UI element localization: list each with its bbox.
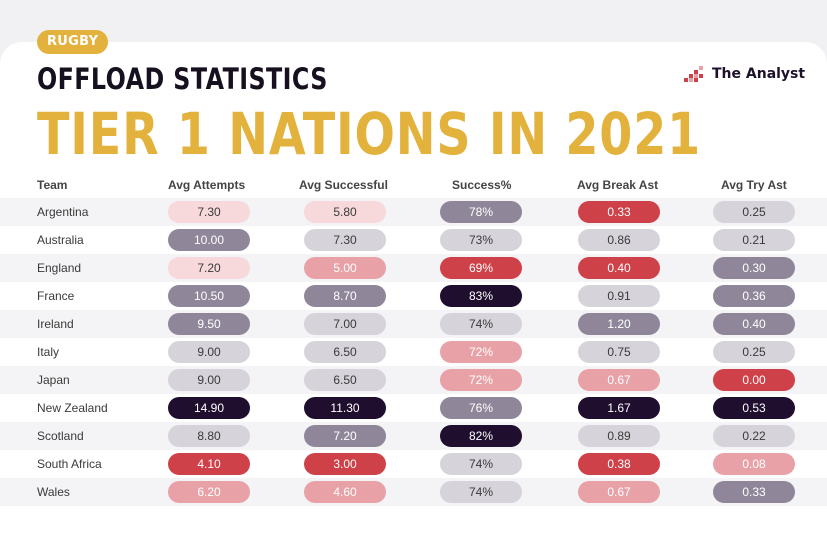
column-header-avg-successful: Avg Successful	[299, 178, 388, 192]
stat-pill-avg-attempts: 4.10	[168, 453, 250, 475]
stat-pill-avg-successful: 7.00	[304, 313, 386, 335]
stat-pill-avg-successful: 5.80	[304, 201, 386, 223]
stat-pill-avg-successful: 6.50	[304, 369, 386, 391]
stat-pill-success-pct: 78%	[440, 201, 522, 223]
team-name: Italy	[37, 345, 60, 359]
stat-pill-avg-try-ast: 0.33	[713, 481, 795, 503]
stat-pill-avg-try-ast: 0.21	[713, 229, 795, 251]
stat-pill-avg-successful: 6.50	[304, 341, 386, 363]
stat-pill-avg-attempts: 9.50	[168, 313, 250, 335]
stat-pill-avg-try-ast: 0.00	[713, 369, 795, 391]
stat-pill-avg-break-ast: 1.20	[578, 313, 660, 335]
stat-pill-success-pct: 76%	[440, 397, 522, 419]
table-row: France 10.50 8.70 83% 0.91 0.36	[0, 282, 827, 310]
stat-pill-avg-successful: 11.30	[304, 397, 386, 419]
column-header-avg-attempts: Avg Attempts	[168, 178, 246, 192]
stat-pill-avg-successful: 4.60	[304, 481, 386, 503]
team-name: Ireland	[37, 317, 74, 331]
column-header-success-pct: Success%	[452, 178, 512, 192]
stat-pill-avg-try-ast: 0.30	[713, 257, 795, 279]
stat-pill-avg-try-ast: 0.36	[713, 285, 795, 307]
stat-pill-success-pct: 72%	[440, 341, 522, 363]
brand-logo: The Analyst	[684, 65, 805, 83]
stats-table: Argentina 7.30 5.80 78% 0.33 0.25 Australia 10.…	[0, 198, 827, 506]
table-row: South Africa 4.10 3.00 74% 0.38 0.08	[0, 450, 827, 478]
table-row: England 7.20 5.00 69% 0.40 0.30	[0, 254, 827, 282]
stat-pill-success-pct: 83%	[440, 285, 522, 307]
team-name: Argentina	[37, 205, 89, 219]
team-name: Wales	[37, 485, 70, 499]
stat-pill-avg-try-ast: 0.40	[713, 313, 795, 335]
stat-pill-avg-try-ast: 0.53	[713, 397, 795, 419]
table-row: Italy 9.00 6.50 72% 0.75 0.25	[0, 338, 827, 366]
table-row: Japan 9.00 6.50 72% 0.67 0.00	[0, 366, 827, 394]
stat-pill-success-pct: 74%	[440, 313, 522, 335]
stat-pill-avg-attempts: 9.00	[168, 369, 250, 391]
stat-pill-success-pct: 74%	[440, 453, 522, 475]
sport-badge: RUGBY	[37, 30, 109, 54]
table-row: Australia 10.00 7.30 73% 0.86 0.21	[0, 226, 827, 254]
stat-pill-avg-successful: 5.00	[304, 257, 386, 279]
stat-pill-avg-break-ast: 0.67	[578, 369, 660, 391]
stat-pill-avg-try-ast: 0.08	[713, 453, 795, 475]
column-header-avg-try-ast: Avg Try Ast	[721, 178, 787, 192]
stat-pill-avg-successful: 8.70	[304, 285, 386, 307]
stat-pill-avg-try-ast: 0.22	[713, 425, 795, 447]
stat-pill-avg-try-ast: 0.25	[713, 201, 795, 223]
stat-pill-avg-break-ast: 0.33	[578, 201, 660, 223]
team-name: New Zealand	[37, 401, 108, 415]
stat-pill-avg-break-ast: 0.91	[578, 285, 660, 307]
stat-pill-avg-try-ast: 0.25	[713, 341, 795, 363]
column-header-team: Team	[37, 178, 68, 192]
table-row: Wales 6.20 4.60 74% 0.67 0.33	[0, 478, 827, 506]
table-row: Scotland 8.80 7.20 82% 0.89 0.22	[0, 422, 827, 450]
title-line-2: TIER 1 NATIONS IN 2021	[37, 100, 702, 168]
card-background	[0, 42, 827, 535]
stat-pill-success-pct: 73%	[440, 229, 522, 251]
stat-pill-avg-break-ast: 0.67	[578, 481, 660, 503]
stat-pill-avg-successful: 3.00	[304, 453, 386, 475]
table-row: Argentina 7.30 5.80 78% 0.33 0.25	[0, 198, 827, 226]
stat-pill-avg-attempts: 7.20	[168, 257, 250, 279]
stat-pill-avg-successful: 7.30	[304, 229, 386, 251]
team-name: Australia	[37, 233, 84, 247]
stat-pill-success-pct: 69%	[440, 257, 522, 279]
stat-pill-success-pct: 74%	[440, 481, 522, 503]
stat-pill-avg-successful: 7.20	[304, 425, 386, 447]
analyst-logo-icon	[684, 66, 703, 82]
stat-pill-avg-break-ast: 1.67	[578, 397, 660, 419]
stat-pill-avg-attempts: 10.50	[168, 285, 250, 307]
table-row: Ireland 9.50 7.00 74% 1.20 0.40	[0, 310, 827, 338]
stat-pill-avg-break-ast: 0.40	[578, 257, 660, 279]
stat-pill-avg-break-ast: 0.86	[578, 229, 660, 251]
stat-pill-avg-attempts: 7.30	[168, 201, 250, 223]
team-name: South Africa	[37, 457, 102, 471]
team-name: Japan	[37, 373, 70, 387]
stat-pill-avg-break-ast: 0.75	[578, 341, 660, 363]
stat-pill-success-pct: 82%	[440, 425, 522, 447]
stat-pill-avg-attempts: 9.00	[168, 341, 250, 363]
stat-pill-avg-break-ast: 0.38	[578, 453, 660, 475]
team-name: England	[37, 261, 82, 275]
brand-name: The Analyst	[712, 66, 806, 82]
stat-pill-avg-attempts: 10.00	[168, 229, 250, 251]
stat-pill-avg-attempts: 6.20	[168, 481, 250, 503]
team-name: Scotland	[37, 429, 84, 443]
team-name: France	[37, 289, 75, 303]
stat-pill-success-pct: 72%	[440, 369, 522, 391]
column-header-avg-break-ast: Avg Break Ast	[577, 178, 659, 192]
table-row: New Zealand 14.90 11.30 76% 1.67 0.53	[0, 394, 827, 422]
table-header: Team Avg Attempts Avg Successful Success…	[0, 178, 827, 196]
stat-pill-avg-attempts: 8.80	[168, 425, 250, 447]
title-line-1: OFFLOAD STATISTICS	[37, 62, 328, 96]
stat-pill-avg-attempts: 14.90	[168, 397, 250, 419]
stat-pill-avg-break-ast: 0.89	[578, 425, 660, 447]
